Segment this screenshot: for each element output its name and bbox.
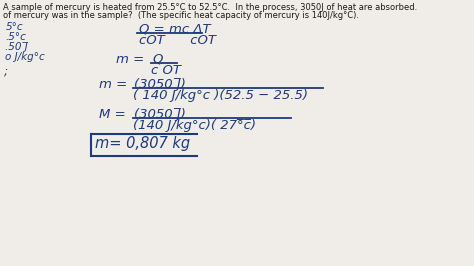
Text: Q: Q	[152, 53, 163, 66]
Text: (3050 J̅): (3050 J̅)	[135, 78, 186, 91]
Text: Q = mc ΔT: Q = mc ΔT	[139, 22, 210, 35]
Text: A sample of mercury is heated from 25.5°C to 52.5°C.  In the process, 3050J of h: A sample of mercury is heated from 25.5°…	[3, 3, 417, 12]
Text: m =: m =	[99, 78, 127, 91]
Text: ( 140 J/kg°c )(52.5 − 25.5): ( 140 J/kg°c )(52.5 − 25.5)	[133, 89, 308, 102]
Text: m= 0,807 kg: m= 0,807 kg	[95, 136, 190, 151]
Text: m =: m =	[117, 53, 145, 66]
Text: M =: M =	[99, 108, 125, 121]
Text: (140 J/kg°c)( 27°̅c̅): (140 J/kg°c)( 27°̅c̅)	[133, 119, 255, 132]
Text: .50 J̅: .50 J̅	[5, 42, 28, 52]
Text: c OT: c OT	[151, 64, 181, 77]
Text: .5°c: .5°c	[5, 32, 26, 42]
Text: (3050 J̅): (3050 J̅)	[135, 108, 186, 121]
Text: 5°c: 5°c	[5, 22, 23, 32]
Text: ;: ;	[4, 66, 8, 79]
Text: of mercury was in the sample?  (The specific heat capacity of mercury is 140J/kg: of mercury was in the sample? (The speci…	[3, 11, 359, 20]
Text: cOT      cOT: cOT cOT	[139, 34, 216, 47]
Text: o J/kg°c: o J/kg°c	[5, 52, 45, 62]
